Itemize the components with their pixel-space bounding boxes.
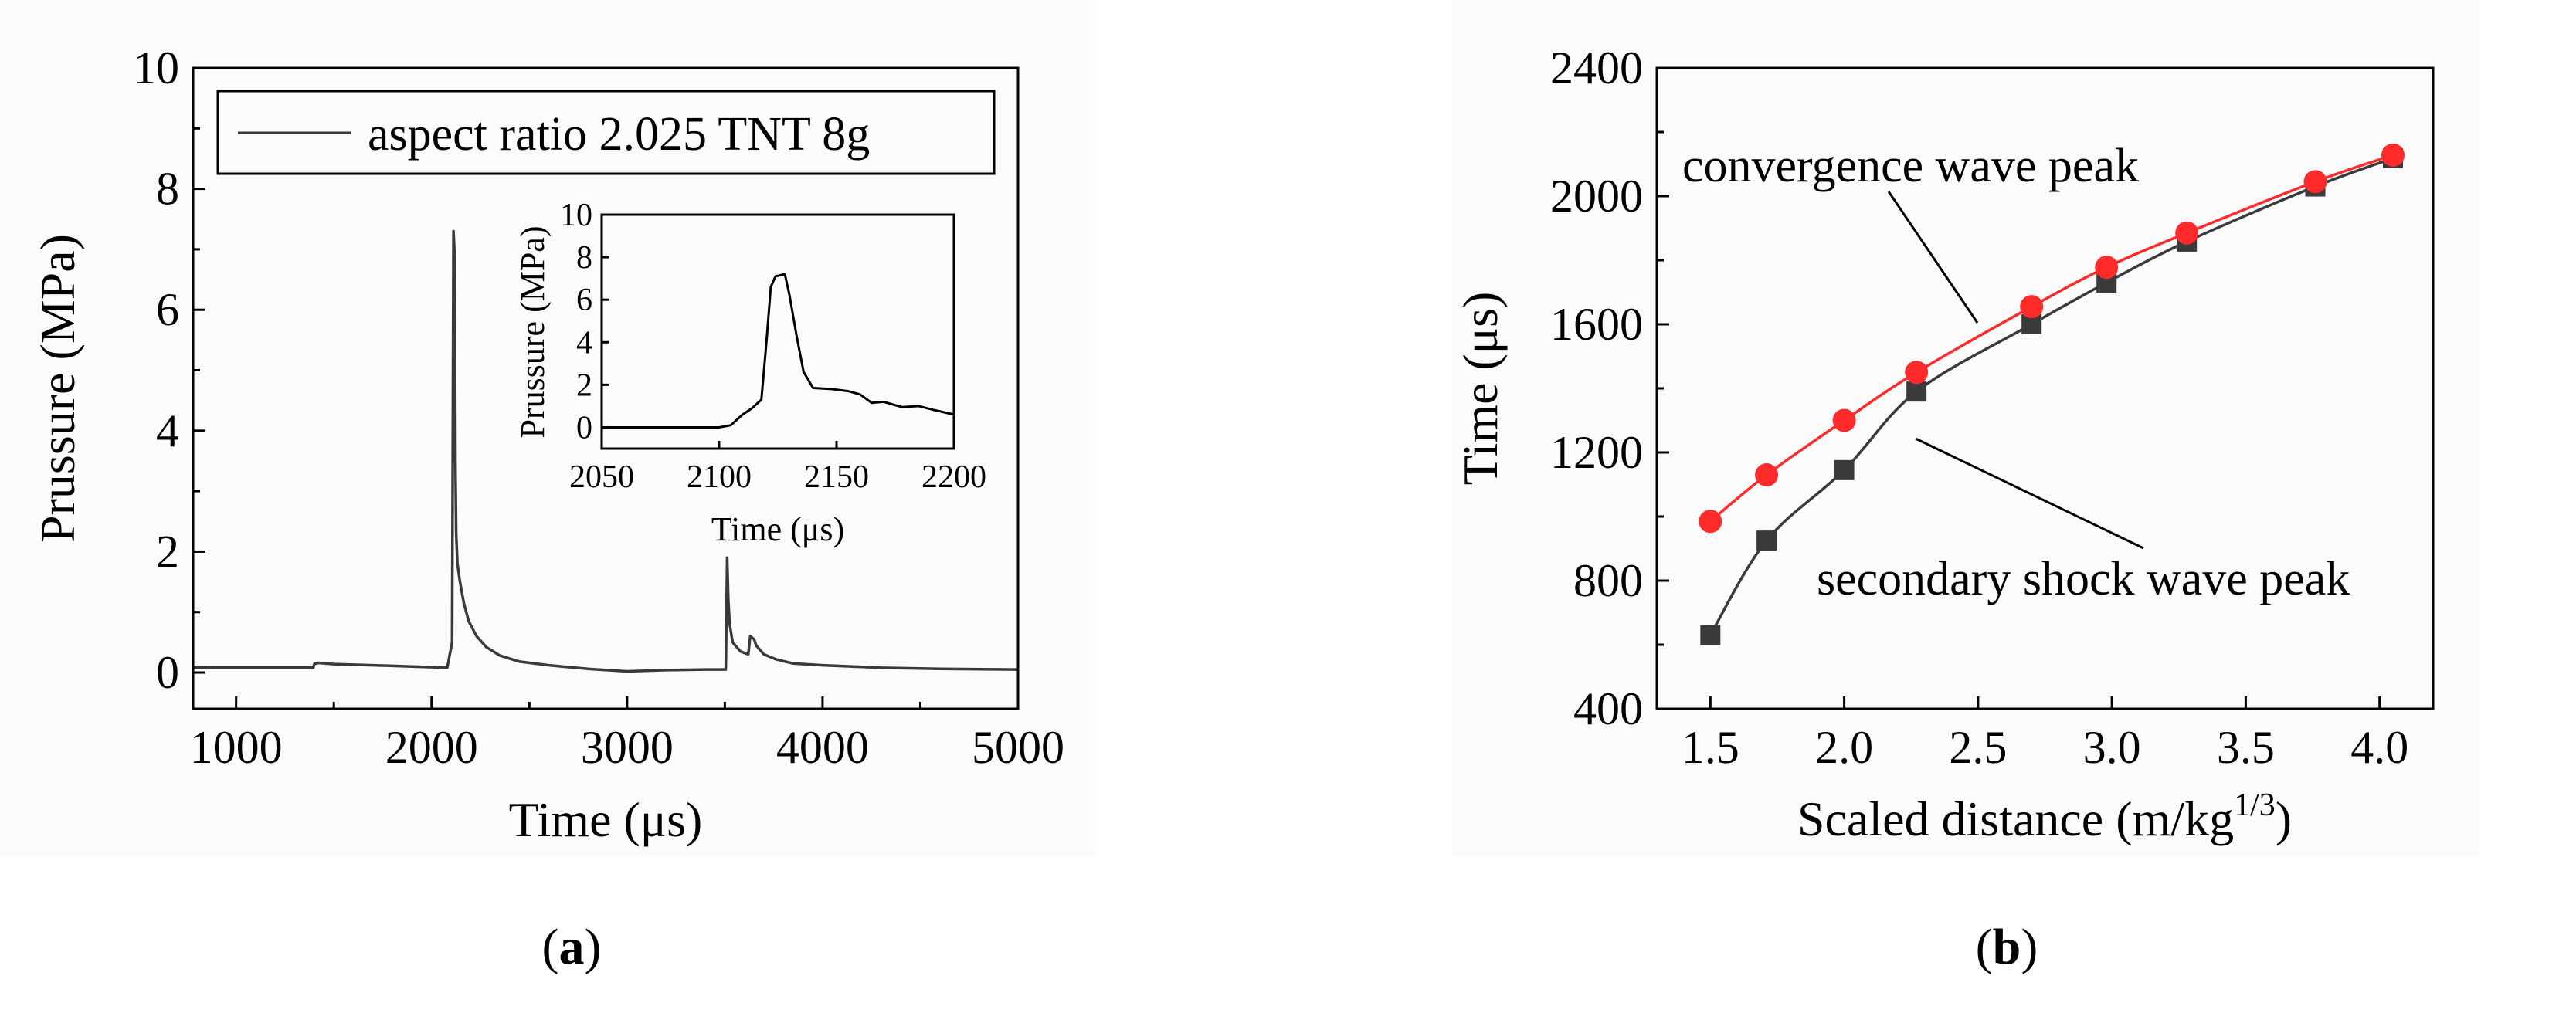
chart-b-xlabel: Scaled distance (m/kg1/3) (1797, 788, 2292, 846)
chart-a-xtick-label: 3000 (581, 722, 674, 773)
chart-b-xlabel-main: Scaled distance (m/kg (1797, 791, 2234, 846)
chart-b: 1.5 2.0 2.5 3.0 3.5 4.0 400 800 1200 1600 2000 2400… (1453, 42, 2435, 846)
chart-b-ytick-label: 1200 (1550, 427, 1643, 478)
chart-a-inset-ytick-label: 0 (576, 410, 592, 446)
caption-b-letter: b (1993, 919, 2021, 975)
chart-b-xlabel-sup: 1/3 (2234, 788, 2276, 823)
chart-a-xtick-label: 4000 (776, 722, 869, 773)
chart-a-ytick-label: 4 (156, 405, 179, 456)
chart-a-axes-frame (192, 66, 1020, 710)
chart-b-annotation-convergence: convergence wave peak (1682, 140, 2139, 192)
chart-b-secondary-point (1700, 625, 1721, 645)
chart-b-xtick-label: 2.0 (1815, 722, 1873, 773)
chart-a-xtick-label: 2000 (385, 722, 478, 773)
chart-b-convergence-point (1699, 510, 1722, 534)
chart-a-inset-xtick-label: 2150 (804, 459, 869, 495)
chart-a-inset-ytick-label: 4 (576, 325, 592, 361)
chart-a-xlabel: Time (μs) (509, 792, 703, 847)
chart-b-convergence-point (2175, 221, 2199, 245)
chart-b-ytick-label: 1600 (1550, 299, 1643, 350)
chart-a-series (193, 229, 1019, 673)
chart-b-xlabel-end: ) (2276, 791, 2292, 846)
chart-b-secondary-point (1906, 381, 1927, 402)
chart-a: 1000 2000 3000 4000 5000 0 2 4 6 8 10 aspect ratio… (30, 42, 1064, 847)
chart-a-inset-ticks: 2050 2100 2150 2200 0 2 4 6 8 10 (560, 198, 986, 495)
chart-b-xtick-label: 2.5 (1949, 722, 2007, 773)
chart-a-inset-ytick-label: 10 (560, 198, 592, 233)
chart-b-annotation-secondary-pointer (1915, 437, 2144, 550)
caption-a-letter: a (559, 919, 585, 975)
chart-b-ytick-label: 800 (1573, 555, 1643, 606)
chart-a-inset-ytick-label: 6 (576, 283, 592, 318)
chart-b-convergence-point (2381, 143, 2405, 167)
chart-a-inset-xtick-label: 2050 (569, 459, 634, 495)
chart-b-ticks: 1.5 2.0 2.5 3.0 3.5 4.0 400 800 1200 1600 2000 2400 (1550, 42, 2408, 773)
chart-b-ylabel: Time (μs) (1453, 292, 1508, 486)
chart-a-inset-ylabel: Prussure (MPa) (514, 226, 552, 439)
chart-b-ytick-label: 400 (1573, 683, 1643, 734)
chart-b-convergence-point (2095, 256, 2119, 280)
chart-a-inset: 2050 2100 2150 2200 0 2 4 6 8 10 Time (μs) Prussu… (514, 198, 986, 548)
chart-b-convergence-point (1905, 361, 1929, 385)
chart-b-annotation-convergence-pointer (1887, 191, 1979, 324)
chart-b-axes-frame (1655, 66, 2435, 710)
chart-a-inset-series-line (602, 273, 955, 429)
chart-b-convergence-point (1755, 463, 1779, 487)
chart-a-legend-label: aspect ratio 2.025 TNT 8g (368, 108, 870, 161)
chart-b-ytick-label: 2400 (1550, 42, 1643, 93)
chart-b-ytick-label: 2000 (1550, 171, 1643, 222)
chart-b-xtick-label: 3.5 (2217, 722, 2275, 773)
chart-a-inset-frame (600, 213, 955, 450)
caption-b: (b) (1976, 919, 2038, 975)
chart-a-inset-series (602, 273, 955, 429)
chart-a-legend: aspect ratio 2.025 TNT 8g (216, 90, 996, 175)
chart-a-ytick-label: 10 (133, 42, 179, 93)
chart-a-inset-xlabel: Time (μs) (711, 510, 844, 548)
chart-a-series-line (193, 229, 1019, 673)
chart-a-ytick-label: 6 (156, 284, 179, 335)
chart-a-inset-xtick-label: 2100 (687, 459, 752, 495)
chart-b-annotation-secondary: secondary shock wave peak (1817, 553, 2350, 605)
chart-b-xtick-label: 3.0 (2083, 722, 2141, 773)
chart-a-ytick-label: 8 (156, 164, 179, 215)
chart-b-secondary-point (1834, 459, 1855, 480)
chart-b-convergence-point (2020, 295, 2044, 319)
chart-b-convergence-point (1832, 408, 1856, 432)
chart-a-inset-ytick-label: 8 (576, 240, 592, 276)
chart-a-ytick-label: 2 (156, 526, 179, 577)
chart-a-inset-xtick-label: 2200 (921, 459, 986, 495)
chart-a-xtick-label: 1000 (190, 722, 283, 773)
chart-a-ytick-label: 0 (156, 647, 179, 698)
chart-b-xtick-label: 4.0 (2350, 722, 2408, 773)
chart-b-convergence-point (2303, 170, 2327, 194)
caption-a: (a) (542, 919, 602, 975)
chart-a-xtick-label: 5000 (972, 722, 1064, 773)
panel-b-background (1452, 0, 2479, 857)
chart-b-secondary-point (1756, 530, 1777, 551)
chart-a-inset-ytick-label: 2 (576, 368, 592, 403)
chart-a-ylabel: Prussure (MPa) (30, 234, 85, 543)
chart-b-xtick-label: 1.5 (1682, 722, 1739, 773)
chart-b-series (1699, 143, 2405, 645)
